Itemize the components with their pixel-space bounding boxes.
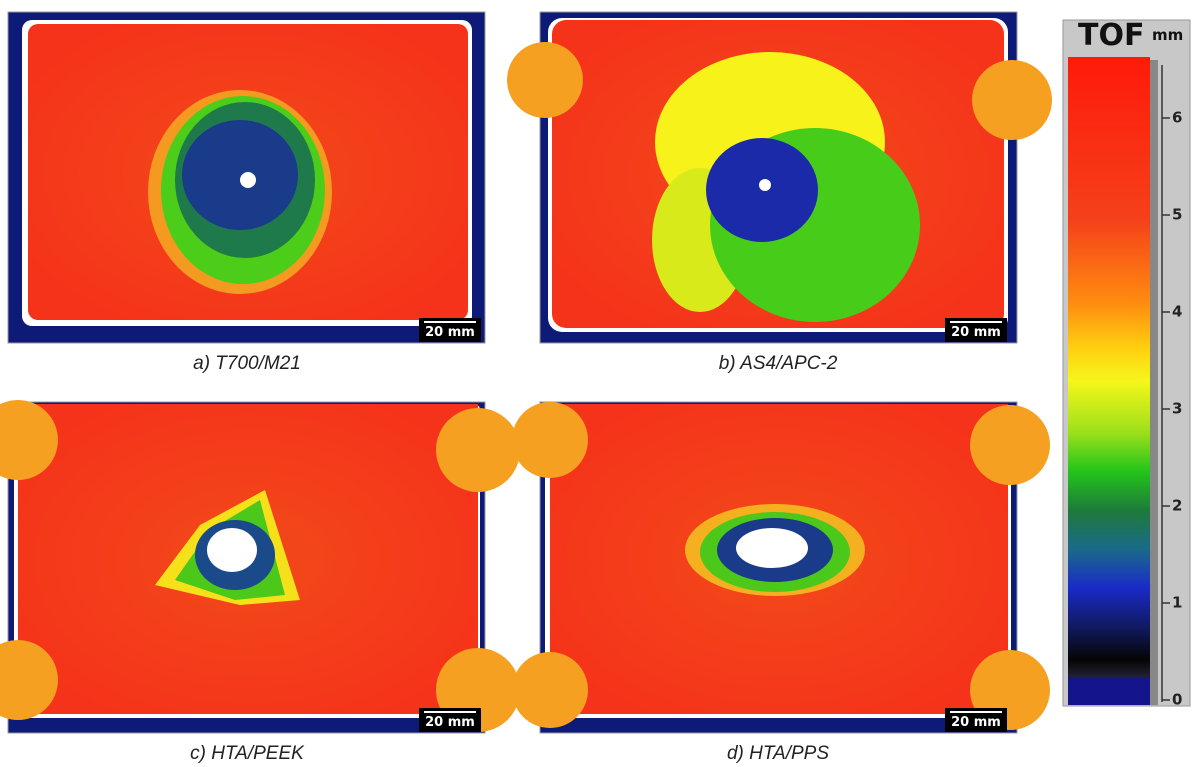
caption: d) HTA/PPS [727,743,829,764]
grip [507,42,583,118]
caption: c) HTA/PEEK [190,743,305,764]
colorbar-gradient [1068,57,1150,705]
grip [0,640,58,720]
impact [736,528,808,568]
impact [207,528,257,572]
damage [182,120,298,230]
scale-bar-label: 20 mm [425,325,475,340]
tick-label: 3 [1172,400,1182,418]
scale-bar-label: 20 mm [951,715,1001,730]
grip [512,402,588,478]
grip [970,405,1050,485]
grip [512,652,588,728]
cscan-c [0,400,520,734]
tick-label: 0 [1172,691,1182,709]
scale-bar-label: 20 mm [425,715,475,730]
colorbar-edge [1150,60,1158,705]
cscan-a [7,11,486,344]
tick-label: 5 [1172,206,1182,224]
cscan-d [512,401,1050,734]
tick-label: 1 [1172,594,1182,612]
tick-label: 4 [1172,303,1182,321]
impact [759,179,771,191]
caption: b) AS4/APC-2 [719,353,838,374]
colorbar-title: TOF [1078,18,1144,53]
grip [0,400,58,480]
colorbar-unit: mm [1152,26,1183,44]
grip [972,60,1052,140]
cscan-b [507,11,1052,344]
tick-label: 6 [1172,109,1182,127]
colorbar: TOF mm 0 1 2 3 4 5 6 [1062,18,1191,709]
tick-label: 2 [1172,497,1182,515]
scale-bars: 20 mm 20 mm 20 mm 20 mm [419,318,1007,732]
caption: a) T700/M21 [193,353,301,374]
scale-bar-label: 20 mm [951,325,1001,340]
impact [240,172,256,188]
grip [436,408,520,492]
